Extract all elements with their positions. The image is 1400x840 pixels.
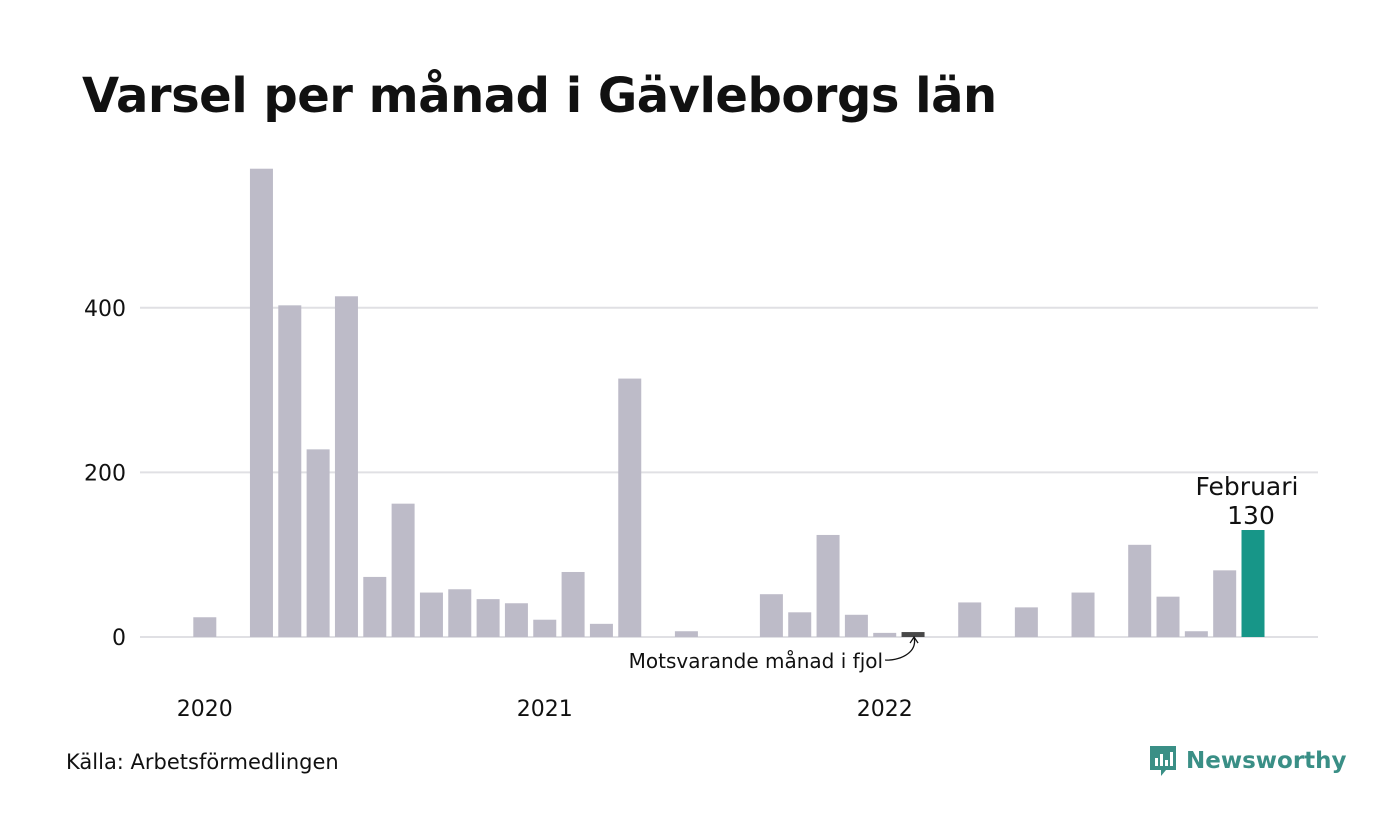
newsworthy-logo-icon: [1150, 746, 1176, 776]
bar: [334, 296, 358, 637]
last-year-annotation-arrow: [884, 635, 919, 661]
y-tick-label: 0: [112, 626, 126, 651]
bar: [419, 592, 443, 637]
x-tick-label: 2022: [857, 697, 913, 722]
bar: [844, 614, 868, 637]
bar: [1184, 631, 1208, 637]
current-month-value: 130: [1227, 501, 1275, 530]
brand: Newsworthy: [1148, 744, 1347, 778]
current-month-label: Februari: [1196, 472, 1299, 501]
bar: [504, 603, 528, 637]
bar: [561, 571, 585, 637]
y-tick-label: 200: [84, 461, 126, 486]
bar: [873, 632, 897, 637]
source-label: Källa: Arbetsförmedlingen: [66, 750, 339, 774]
bar: [533, 619, 557, 637]
bar: [448, 589, 472, 637]
bar: [391, 503, 415, 637]
bar: [249, 168, 273, 637]
x-tick-label: 2020: [177, 697, 233, 722]
bar: [1071, 592, 1095, 637]
brand-name: Newsworthy: [1186, 748, 1347, 774]
bar: [816, 534, 840, 637]
bar-same-month-last-year: [901, 632, 925, 637]
bar: [278, 305, 302, 637]
bar: [618, 378, 642, 637]
bar: [1128, 544, 1152, 637]
last-year-annotation: Motsvarande månad i fjol: [629, 649, 883, 673]
bar: [1156, 596, 1180, 637]
bar: [1014, 607, 1038, 637]
bar: [1213, 570, 1237, 637]
bar-chart: 0 200 400 Motsvarande månad i fjol Februar…: [84, 168, 1318, 722]
bar: [958, 602, 982, 637]
chart-title: Varsel per månad i Gävleborgs län: [82, 68, 997, 124]
x-axis-ticks: 2020 2021 2022: [177, 697, 913, 722]
bar: [306, 449, 330, 637]
x-tick-label: 2021: [517, 697, 573, 722]
bar: [363, 576, 387, 637]
bar: [788, 612, 812, 637]
bar: [674, 631, 698, 637]
y-tick-label: 400: [84, 297, 126, 322]
y-axis-ticks: 0 200 400: [84, 297, 126, 651]
bar-current-month: [1241, 530, 1265, 637]
bar: [476, 599, 500, 637]
annotations: Motsvarande månad i fjol Februari 130: [629, 472, 1299, 673]
bar: [589, 623, 613, 637]
bar: [759, 594, 783, 637]
bars: [193, 168, 1265, 637]
bar: [193, 617, 217, 637]
